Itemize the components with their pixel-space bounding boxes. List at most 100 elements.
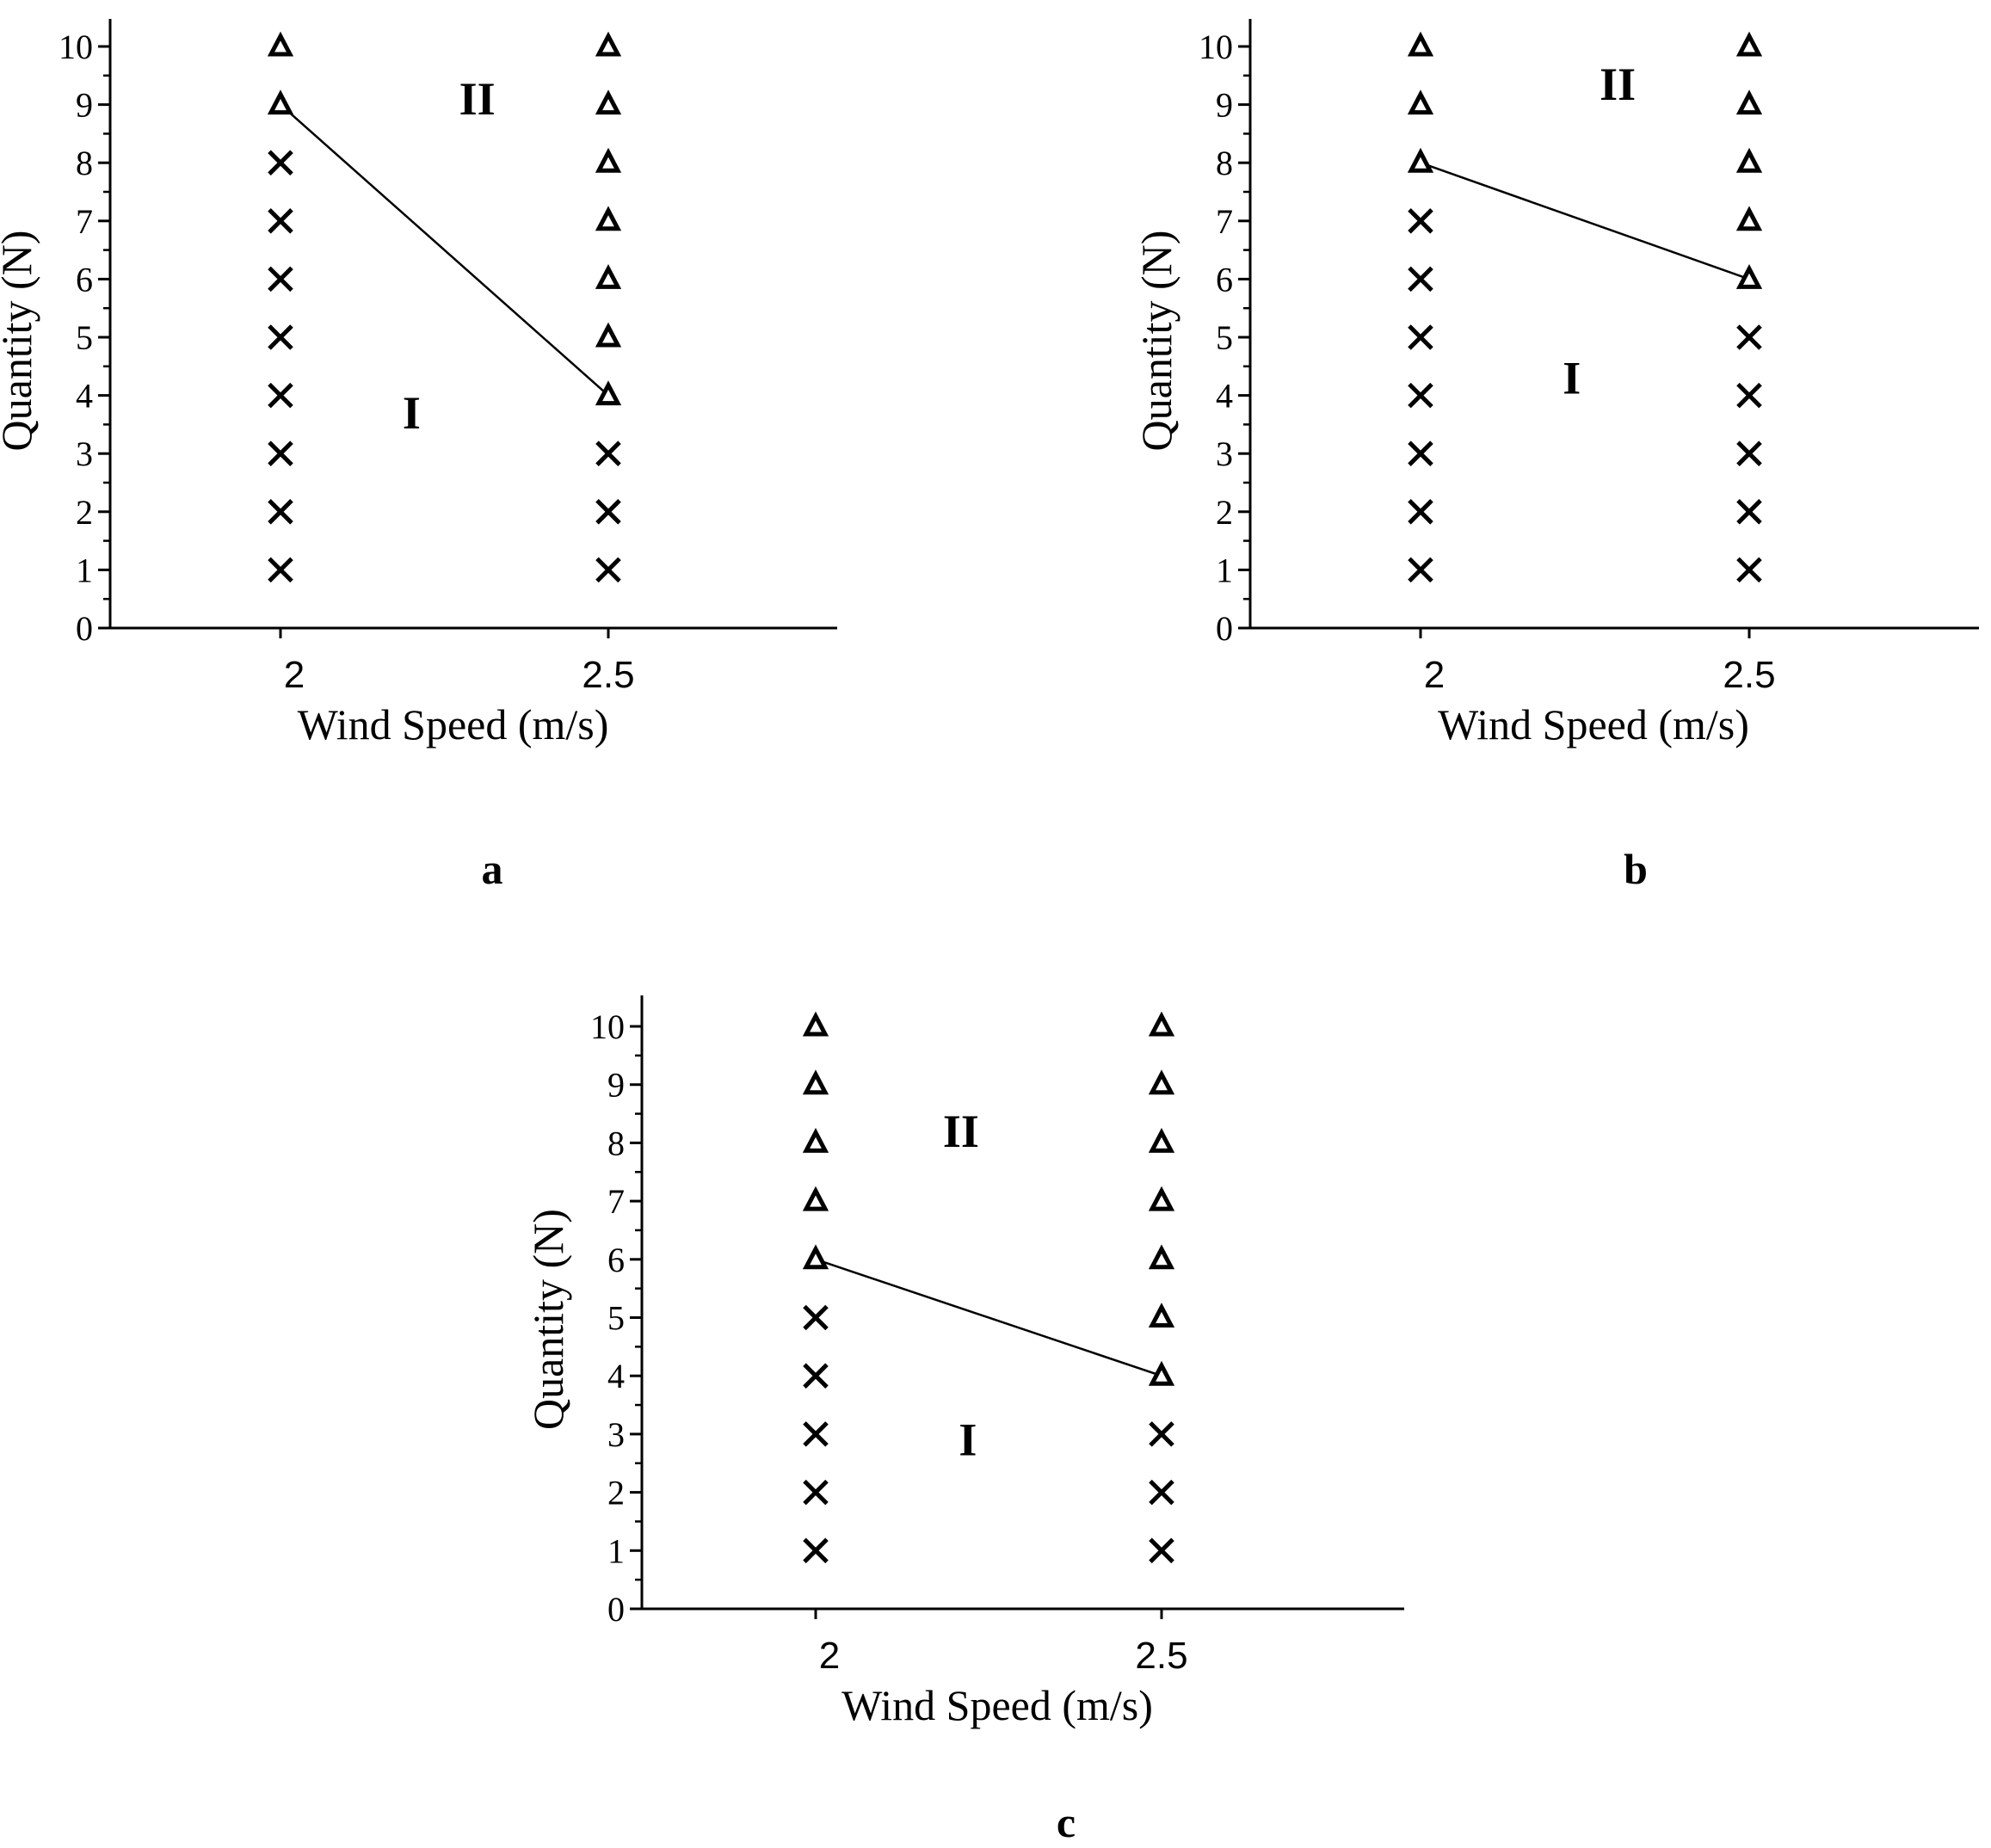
chart-a-xtick-label: 2.5 <box>582 654 634 696</box>
chart-b-ytick-label: 6 <box>1216 260 1233 299</box>
chart-c-triangle-marker <box>1148 1128 1175 1153</box>
chart-a-ytick-label: 10 <box>59 28 93 66</box>
chart-a-triangle-marker <box>595 322 622 348</box>
chart-b-region-label: I <box>1563 352 1581 403</box>
chart-c-y-axis-label: Quantity (N) <box>524 1209 572 1430</box>
chart-b-boundary-line <box>1420 162 1750 280</box>
chart-c-triangle-marker <box>1148 1303 1175 1327</box>
chart-c-ytick-label: 8 <box>607 1124 625 1162</box>
chart-b-cross-marker <box>1408 382 1433 409</box>
chart-c-triangle-marker <box>1148 1011 1175 1037</box>
chart-a-ytick-label: 5 <box>76 318 93 357</box>
chart-a-ytick-label: 0 <box>76 609 93 648</box>
chart-c-triangle-marker <box>1148 1186 1175 1211</box>
chart-c-ytick-label: 6 <box>607 1241 625 1279</box>
chart-b-panel-letter: b <box>1624 845 1648 893</box>
chart-b-cross-marker <box>1408 499 1433 525</box>
chart-b-cross-marker <box>1408 208 1433 234</box>
chart-b-cross-marker <box>1408 557 1433 583</box>
chart-a-y-axis-label: Quantity (N) <box>0 231 40 452</box>
chart-a-cross-marker <box>268 150 293 176</box>
chart-c-cross-marker <box>803 1479 829 1506</box>
chart-c-region-label: II <box>943 1106 979 1157</box>
chart-b-xtick-label: 2 <box>1424 654 1445 696</box>
chart-c-ytick-label: 2 <box>607 1474 625 1512</box>
chart-a-cross-marker <box>268 208 293 234</box>
chart-c-cross-marker <box>803 1304 829 1331</box>
chart-a-boundary-line <box>280 103 609 397</box>
chart-b-cross-marker <box>1736 499 1762 525</box>
chart-b-ytick-label: 9 <box>1216 86 1233 125</box>
chart-a-triangle-marker <box>595 206 622 231</box>
chart-a-region-label: II <box>459 73 496 125</box>
chart-b-cross-marker <box>1408 266 1433 293</box>
chart-c-triangle-marker <box>1148 1360 1175 1386</box>
chart-c-ytick-label: 5 <box>607 1299 625 1338</box>
chart-c-cross-marker <box>1149 1479 1174 1506</box>
chart-c-triangle-marker <box>802 1069 829 1095</box>
chart-a-ytick-label: 4 <box>76 377 93 416</box>
chart-a-ytick-label: 8 <box>76 144 93 182</box>
chart-a-cross-marker <box>268 440 293 466</box>
chart-a-cross-marker <box>268 324 293 350</box>
chart-a-triangle-marker <box>267 31 294 57</box>
chart-c-xtick-label: 2 <box>819 1635 840 1677</box>
chart-c-triangle-marker <box>1148 1069 1175 1095</box>
chart-b-triangle-marker <box>1735 264 1763 289</box>
chart-c-triangle-marker <box>802 1128 829 1153</box>
chart-a-ytick-label: 2 <box>76 493 93 532</box>
chart-c-panel-letter: c <box>1057 1798 1076 1846</box>
chart-b-ytick-label: 1 <box>1216 551 1233 589</box>
chart-b-ytick-label: 3 <box>1216 434 1233 473</box>
chart-a-triangle-marker <box>267 89 294 115</box>
chart-a-triangle-marker <box>595 89 622 115</box>
chart-b-ytick-label: 2 <box>1216 493 1233 532</box>
chart-b-ytick-label: 4 <box>1216 377 1233 416</box>
chart-c-triangle-marker <box>802 1011 829 1037</box>
chart-b-triangle-marker <box>1407 147 1434 173</box>
chart-a-ytick-label: 3 <box>76 434 93 473</box>
chart-b-ytick-label: 0 <box>1216 609 1233 648</box>
chart-c-cross-marker <box>803 1363 829 1389</box>
chart-a-cross-marker <box>268 382 293 409</box>
chart-b-triangle-marker <box>1735 31 1763 57</box>
chart-b-triangle-marker <box>1735 206 1763 231</box>
chart-a-triangle-marker <box>595 380 622 406</box>
chart-a-xtick-label: 2 <box>284 654 305 696</box>
chart-a-panel-letter: a <box>482 845 503 893</box>
chart-a-cross-marker <box>268 499 293 525</box>
chart-a-cross-marker <box>595 440 621 466</box>
chart-b-y-axis-label: Quantity (N) <box>1132 231 1180 452</box>
chart-a-triangle-marker <box>595 147 622 173</box>
chart-c-triangle-marker <box>802 1244 829 1270</box>
chart-c-ytick-label: 0 <box>607 1590 625 1629</box>
chart-b-x-axis-label: Wind Speed (m/s) <box>1438 700 1749 748</box>
chart-b-cross-marker <box>1408 440 1433 466</box>
chart-c-ytick-label: 9 <box>607 1066 625 1105</box>
chart-c-ytick-label: 7 <box>607 1182 625 1221</box>
chart-a-cross-marker <box>595 557 621 583</box>
chart-c-ytick-label: 1 <box>607 1531 625 1570</box>
chart-a-triangle-marker <box>595 264 622 289</box>
chart-b-triangle-marker <box>1407 89 1434 115</box>
chart-c-ytick-label: 3 <box>607 1415 625 1454</box>
chart-c-cross-marker <box>803 1421 829 1447</box>
chart-c-cross-marker <box>1149 1537 1174 1564</box>
chart-b-ytick-label: 7 <box>1216 202 1233 241</box>
chart-a-ytick-label: 1 <box>76 551 93 589</box>
chart-b-ytick-label: 5 <box>1216 318 1233 357</box>
chart-b-triangle-marker <box>1407 31 1434 57</box>
chart-b-triangle-marker <box>1735 147 1763 173</box>
chart-c-boundary-line <box>815 1258 1162 1377</box>
chart-c-xtick-label: 2.5 <box>1135 1635 1187 1677</box>
chart-b-ytick-label: 8 <box>1216 144 1233 182</box>
chart-c-ytick-label: 4 <box>607 1357 625 1395</box>
chart-b-triangle-marker <box>1735 89 1763 115</box>
chart-c-x-axis-label: Wind Speed (m/s) <box>841 1681 1153 1729</box>
chart-a-cross-marker <box>268 557 293 583</box>
chart-c-triangle-marker <box>1148 1244 1175 1270</box>
chart-a-ytick-label: 9 <box>76 86 93 125</box>
